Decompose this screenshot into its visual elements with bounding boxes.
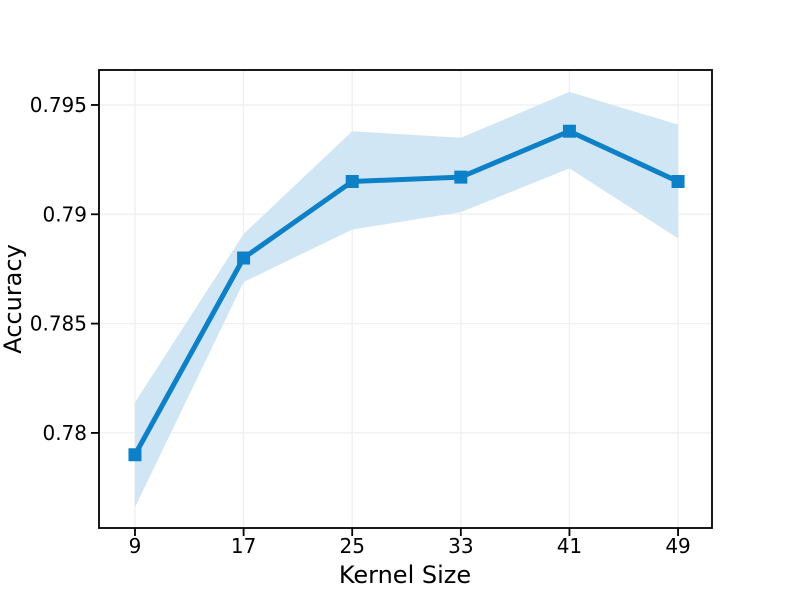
x-tick-label: 17 <box>231 534 256 558</box>
accuracy-mean-marker <box>237 251 251 265</box>
accuracy-mean-marker <box>671 174 685 188</box>
x-tick-label: 33 <box>448 534 473 558</box>
series-layer <box>128 124 685 462</box>
accuracy-mean-marker <box>128 448 142 462</box>
x-axis-label: Kernel Size <box>339 561 471 589</box>
tick-label-layer: 9 17 25 33 41 49 0.78 0.785 0.79 0.795 <box>30 93 691 558</box>
accuracy-mean-marker <box>345 174 359 188</box>
axes-layer <box>91 69 713 536</box>
x-tick-label: 49 <box>665 534 690 558</box>
accuracy-mean-marker <box>454 170 468 184</box>
x-tick-label: 25 <box>339 534 364 558</box>
accuracy-mean-marker <box>562 124 576 138</box>
band-layer <box>134 91 679 508</box>
y-tick-label: 0.78 <box>42 421 87 445</box>
x-tick-label: 9 <box>129 534 142 558</box>
confidence-band <box>134 91 679 508</box>
y-axis-label: Accuracy <box>0 244 27 354</box>
axes-spines <box>98 69 713 529</box>
y-tick-label: 0.785 <box>30 312 87 336</box>
y-tick-label: 0.795 <box>30 93 87 117</box>
x-tick-label: 41 <box>557 534 582 558</box>
y-tick-label: 0.79 <box>42 202 87 226</box>
accuracy-mean-line <box>132 128 680 456</box>
